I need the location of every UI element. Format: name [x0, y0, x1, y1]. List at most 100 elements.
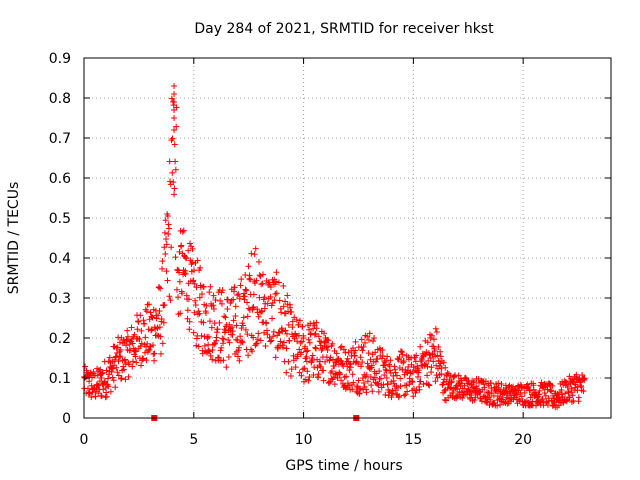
data-point [269, 315, 276, 322]
data-point [408, 378, 415, 385]
data-point [350, 379, 357, 386]
data-point [117, 347, 124, 354]
data-point [202, 309, 209, 316]
data-point [312, 345, 319, 352]
data-point [190, 277, 197, 284]
y-tick-label: 0.1 [49, 371, 71, 387]
data-point [452, 385, 459, 392]
data-point [501, 398, 508, 405]
data-point [255, 330, 262, 337]
data-point [171, 91, 178, 97]
data-point [194, 257, 201, 264]
data-point [173, 123, 180, 130]
data-point [148, 313, 155, 320]
data-point [159, 340, 166, 347]
data-point [352, 338, 359, 345]
data-point [279, 344, 286, 351]
data-point [285, 321, 292, 328]
data-point [270, 333, 277, 340]
data-point [376, 368, 383, 375]
data-point [435, 343, 442, 350]
data-point [310, 325, 317, 332]
data-point [101, 379, 108, 386]
data-point [153, 315, 160, 322]
data-point [116, 354, 123, 361]
data-point [321, 339, 328, 346]
data-point [441, 387, 448, 394]
data-point [192, 297, 199, 304]
data-point [536, 387, 543, 394]
data-point [222, 314, 229, 321]
data-point [105, 383, 112, 390]
data-point [495, 384, 502, 391]
data-point [132, 346, 139, 353]
data-point [224, 305, 231, 312]
data-point [253, 340, 260, 347]
data-point [191, 280, 198, 287]
data-point [234, 337, 241, 344]
data-point [287, 372, 294, 379]
data-point [521, 389, 528, 396]
data-point [186, 318, 193, 325]
data-point [94, 372, 101, 379]
data-point [346, 382, 353, 389]
data-point [496, 395, 503, 402]
data-point [98, 375, 105, 382]
data-point [487, 396, 494, 403]
data-point [315, 371, 322, 378]
data-point [447, 372, 454, 379]
data-point [581, 375, 588, 382]
data-point [481, 393, 488, 400]
data-point [172, 254, 179, 261]
data-point [575, 394, 582, 401]
data-point [229, 324, 236, 331]
data-point [220, 340, 227, 347]
data-point [368, 362, 375, 369]
data-point [138, 340, 145, 347]
data-point [169, 135, 176, 142]
data-point [415, 367, 422, 374]
data-point [379, 347, 386, 354]
data-point [444, 370, 451, 377]
data-point [333, 350, 340, 357]
y-tick-label: 0.4 [49, 251, 71, 267]
data-point [320, 377, 327, 384]
data-point [270, 279, 277, 286]
data-point [126, 361, 133, 368]
data-point [329, 340, 336, 347]
data-point [357, 385, 364, 392]
data-point [122, 356, 129, 363]
data-point [165, 225, 172, 232]
data-point [163, 268, 170, 275]
data-point [145, 301, 152, 308]
data-point [273, 278, 280, 285]
data-point [210, 302, 217, 309]
data-point [377, 375, 384, 382]
data-point [367, 356, 374, 363]
y-tick-label: 0.7 [49, 131, 71, 147]
data-point [437, 353, 444, 360]
data-point [284, 292, 291, 299]
data-point [302, 355, 309, 362]
data-point [549, 382, 556, 389]
data-point [258, 281, 265, 288]
data-point [193, 342, 200, 349]
data-point [364, 333, 371, 340]
data-point [573, 371, 580, 378]
data-point [419, 356, 426, 363]
data-point [486, 394, 493, 401]
data-point [438, 370, 445, 377]
data-point [383, 367, 390, 374]
data-point [311, 331, 318, 338]
data-point [256, 294, 263, 301]
data-point [285, 358, 292, 365]
data-point [163, 241, 170, 248]
data-point [103, 393, 110, 400]
data-point [431, 348, 438, 355]
data-point [201, 342, 208, 349]
data-point [259, 280, 266, 287]
data-point [148, 327, 155, 334]
data-point [363, 389, 370, 396]
data-point [99, 370, 106, 377]
data-point [198, 332, 205, 339]
